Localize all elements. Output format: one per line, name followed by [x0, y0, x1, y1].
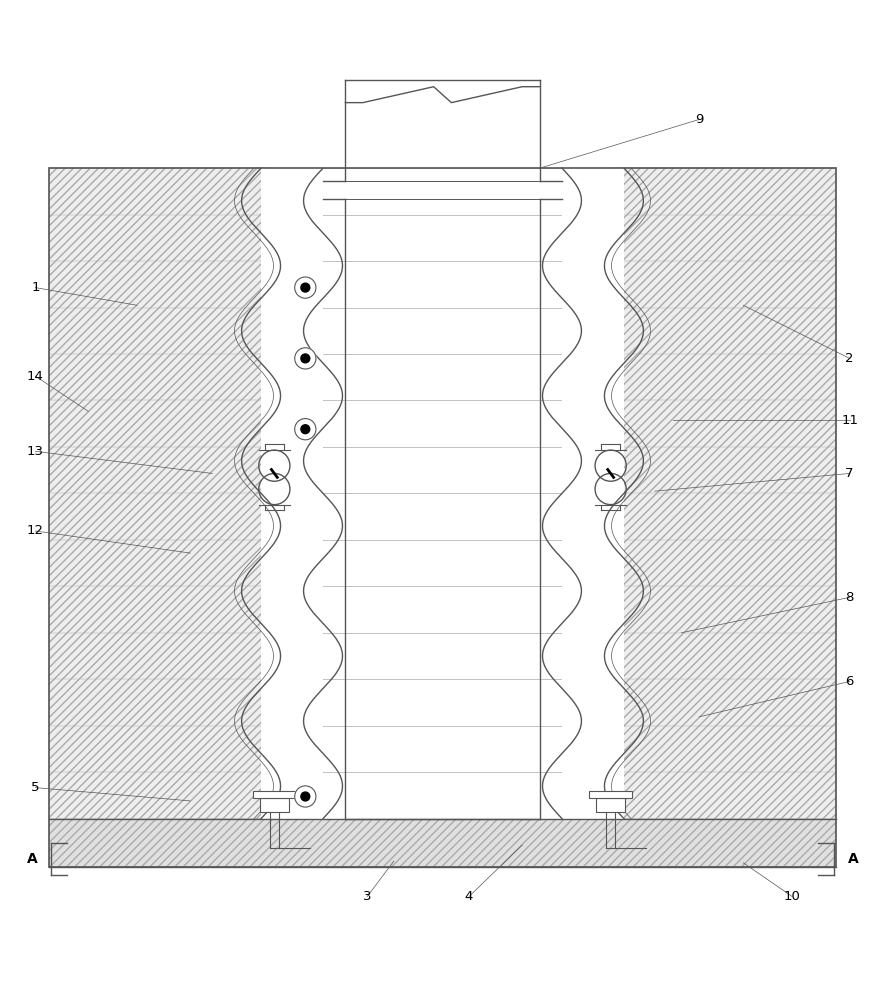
Bar: [274, 168, 611, 819]
Circle shape: [295, 277, 316, 298]
Text: 12: 12: [27, 524, 44, 537]
Circle shape: [301, 792, 310, 801]
Text: A: A: [27, 852, 37, 866]
Text: 6: 6: [845, 675, 854, 688]
Bar: [253, 791, 296, 798]
Bar: [49, 819, 836, 867]
Bar: [589, 791, 632, 798]
Text: 7: 7: [845, 467, 854, 480]
Text: 3: 3: [363, 890, 372, 903]
Bar: [261, 168, 323, 819]
Circle shape: [295, 348, 316, 369]
Text: 13: 13: [27, 445, 44, 458]
Text: 5: 5: [31, 781, 40, 794]
Text: 8: 8: [845, 591, 854, 604]
Text: 11: 11: [841, 414, 858, 427]
Text: A: A: [848, 852, 858, 866]
Circle shape: [301, 283, 310, 292]
Bar: [611, 168, 836, 819]
Text: 10: 10: [783, 890, 801, 903]
Text: 1: 1: [31, 281, 40, 294]
Circle shape: [301, 354, 310, 363]
Text: 14: 14: [27, 370, 44, 383]
Bar: [49, 168, 836, 867]
Circle shape: [295, 419, 316, 440]
Bar: [596, 798, 625, 812]
Circle shape: [295, 786, 316, 807]
Text: 9: 9: [695, 113, 704, 126]
Bar: [49, 168, 274, 819]
Bar: [345, 80, 540, 819]
Bar: [260, 798, 289, 812]
Bar: [562, 168, 624, 819]
Circle shape: [301, 425, 310, 434]
Text: 4: 4: [465, 890, 473, 903]
Text: 2: 2: [845, 352, 854, 365]
